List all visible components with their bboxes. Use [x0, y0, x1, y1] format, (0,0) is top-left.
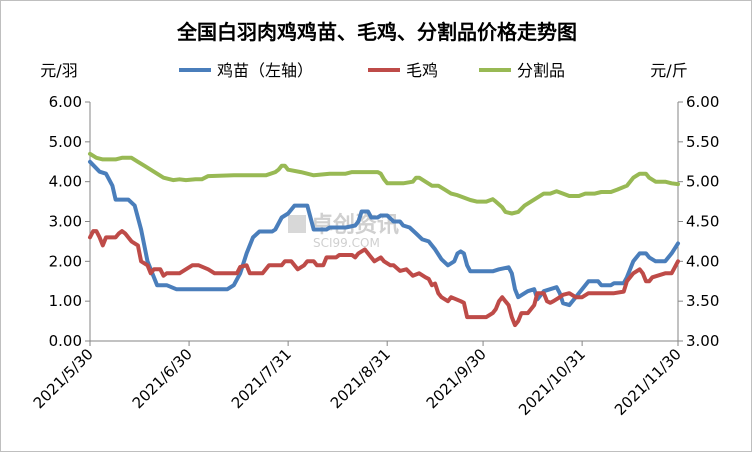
legend-label-3: 分割品 — [517, 61, 565, 80]
left-tick-label: 6.00 — [49, 93, 82, 111]
left-axis-unit: 元/羽 — [40, 61, 77, 80]
x-tick-label: 2021/5/30 — [30, 345, 97, 412]
right-tick-label: 5.00 — [686, 173, 719, 191]
x-tick-label: 2021/10/31 — [515, 345, 589, 419]
left-tick-label: 2.00 — [49, 252, 82, 270]
chart-title: 全国白羽肉鸡鸡苗、毛鸡、分割品价格走势图 — [176, 20, 577, 44]
left-tick-label: 3.00 — [49, 213, 82, 231]
right-axis-unit: 元/斤 — [650, 61, 687, 80]
x-tick-label: 2021/11/30 — [611, 345, 685, 419]
legend-label-2: 毛鸡 — [406, 61, 438, 80]
series-line-2 — [88, 229, 680, 328]
right-tick-label: 5.50 — [686, 133, 719, 151]
right-tick-label: 4.00 — [686, 252, 719, 270]
axes: 0.00 1.00 2.00 3.00 4.00 5.00 6.00 3.00 3.50 4.00… — [30, 93, 720, 419]
legend: 鸡苗（左轴） 毛鸡 分割品 — [179, 61, 565, 80]
watermark: 卓创资讯 SCI99.COM — [288, 213, 399, 250]
watermark-subtext: SCI99.COM — [313, 236, 380, 250]
watermark-logo-icon — [288, 215, 306, 233]
series-line-3 — [88, 151, 680, 216]
x-tick-label: 2021/9/30 — [423, 345, 490, 412]
x-tick-label: 2021/8/31 — [327, 345, 394, 412]
left-tick-label: 4.00 — [49, 173, 82, 191]
x-tick-label: 2021/7/31 — [228, 345, 295, 412]
series-layer — [88, 151, 680, 328]
x-tick-label: 2021/6/30 — [129, 345, 196, 412]
left-tick-label: 5.00 — [49, 133, 82, 151]
legend-label-1: 鸡苗（左轴） — [217, 61, 313, 80]
right-tick-label: 3.50 — [686, 292, 719, 310]
right-tick-label: 3.00 — [686, 332, 719, 350]
left-tick-label: 1.00 — [49, 292, 82, 310]
right-tick-label: 4.50 — [686, 213, 719, 231]
right-tick-label: 6.00 — [686, 93, 719, 111]
series-line-1 — [88, 159, 680, 308]
left-tick-label: 0.00 — [49, 332, 82, 350]
